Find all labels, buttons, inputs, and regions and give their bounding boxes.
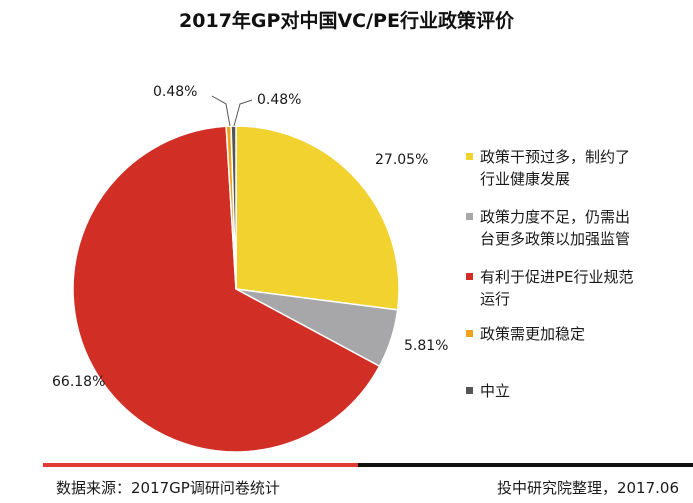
legend-label-line: 政策干预过多，制约了 (480, 148, 631, 166)
slice-percent-label: 5.81% (404, 338, 448, 354)
footer-divider-red (43, 463, 358, 467)
label-leader-lines (211, 95, 253, 127)
legend-swatch (466, 330, 473, 337)
legend-label-line: 运行 (480, 290, 511, 308)
pie-slice (235, 125, 400, 311)
legend-label-line: 政策力度不足，仍需出 (480, 208, 631, 226)
legend-label: 政策干预过多，制约了 行业健康发展 (480, 146, 688, 190)
slice-percent-label: 0.48% (257, 92, 301, 108)
pie-slice (230, 125, 237, 290)
legend-swatch (466, 273, 473, 280)
legend-label-line: 政策需更加稳定 (480, 325, 586, 343)
slice-percent-label: 66.18% (52, 374, 105, 390)
pie-slice (72, 125, 381, 453)
label-leader-line (211, 95, 231, 127)
slice-percent-label: 27.05% (375, 152, 428, 168)
chart-title: 2017年GP对中国VC/PE行业政策评价 (179, 10, 514, 32)
legend-label: 政策需更加稳定 (480, 323, 688, 345)
label-leader-line (233, 99, 253, 127)
legend-swatch (466, 213, 473, 220)
legend-swatch (466, 387, 473, 394)
legend-label: 政策力度不足，仍需出 台更多政策以加强监管 (480, 206, 688, 250)
legend-label: 有利于促进PE行业规范 运行 (480, 266, 688, 310)
legend-label-line: 中立 (480, 382, 511, 400)
legend-label-line: 台更多政策以加强监管 (480, 230, 631, 248)
slice-labels: 27.05% 5.81% 66.18% 0.48% 0.48% (52, 84, 448, 390)
footer-divider-black (358, 463, 693, 467)
legend-label-line: 有利于促进PE行业规范 (480, 268, 634, 286)
legend-label-line: 行业健康发展 (480, 170, 571, 188)
legend-swatch (466, 153, 473, 160)
slice-percent-label: 0.48% (153, 84, 197, 100)
data-source-text: 数据来源：2017GP调研问卷统计 (56, 479, 280, 497)
pie-slices (72, 125, 400, 453)
legend-label: 中立 (480, 380, 688, 402)
publisher-text: 投中研究院整理，2017.06 (496, 479, 679, 497)
